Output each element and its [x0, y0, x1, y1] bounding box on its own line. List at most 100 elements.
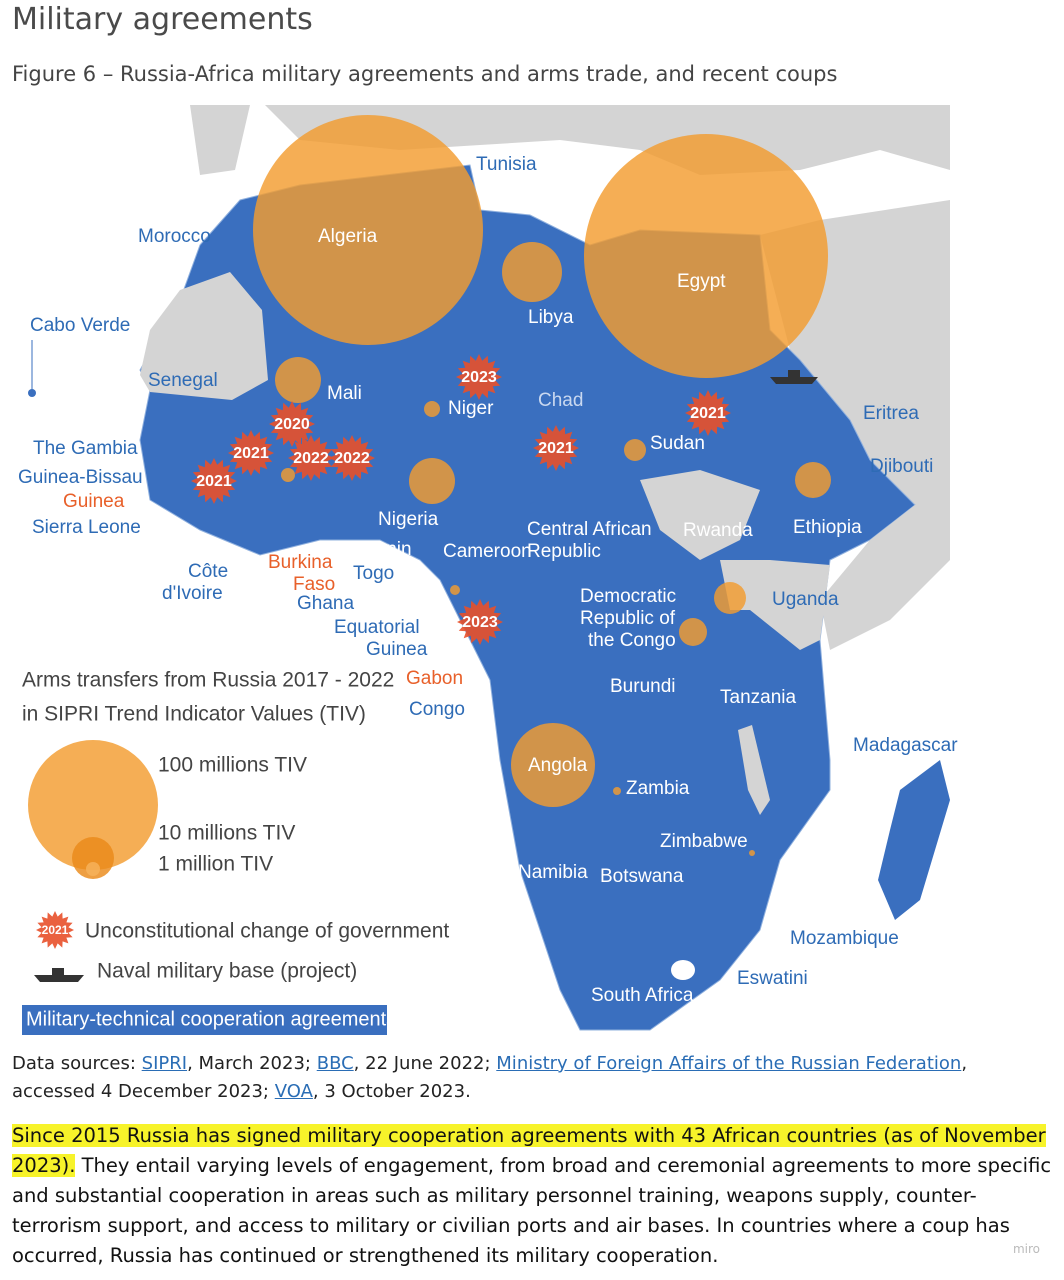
country-label: Cameroon — [443, 541, 532, 562]
country-label: Equatorial — [334, 617, 420, 638]
legend-circle — [28, 740, 158, 870]
country-label: Guinea — [63, 491, 125, 512]
paragraph-text: They entail varying levels of engagement… — [12, 1154, 1052, 1267]
arms-circle — [281, 468, 295, 482]
paragraph: Since 2015 Russia has signed military co… — [12, 1121, 1052, 1271]
figure-title: Figure 6 – Russia-Africa military agreem… — [12, 62, 838, 86]
map: Military-technical cooperation agreement… — [18, 105, 958, 1035]
sources-label: Data sources: — [12, 1053, 136, 1074]
country-label: the Congo — [588, 630, 676, 651]
cabo-verde — [28, 389, 36, 397]
country-label: Tunisia — [476, 154, 537, 175]
arms-circle — [749, 850, 755, 856]
country-label: Ethiopia — [793, 517, 862, 538]
coup-stamp — [533, 425, 579, 471]
source-link[interactable]: BBC — [316, 1053, 354, 1074]
country-label: Zambia — [626, 778, 690, 799]
madagascar — [878, 760, 950, 920]
arms-circle — [511, 723, 595, 807]
country-label: Gabon — [406, 668, 463, 689]
legend-size: 1 million TIV — [158, 853, 273, 876]
country-label: Burkina — [268, 552, 333, 573]
arms-circle — [624, 439, 646, 461]
coup-year: 2021 — [196, 473, 232, 490]
land-grey — [720, 560, 830, 650]
country-label: Namibia — [518, 862, 588, 883]
coup-year: 2023 — [462, 614, 498, 631]
country-label: Angola — [528, 755, 588, 776]
land-grey — [190, 105, 250, 175]
arms-circle — [714, 582, 746, 614]
country-label: Cabo Verde — [30, 315, 130, 336]
legend-title: in SIPRI Trend Indicator Values (TIV) — [22, 703, 366, 726]
country-label: Morocco — [138, 226, 211, 247]
legend-title: Arms transfers from Russia 2017 - 2022 — [22, 669, 394, 692]
arms-circle — [275, 357, 321, 403]
country-label: Mozambique — [790, 928, 899, 949]
country-label: Eswatini — [737, 968, 808, 989]
country-label: Democratic — [580, 586, 676, 607]
land-grey — [820, 500, 950, 650]
country-label: Senegal — [148, 370, 218, 391]
legend-size: 10 millions TIV — [158, 822, 295, 845]
country-label: Niger — [448, 398, 494, 419]
country-label: Guinea-Bissau — [18, 467, 143, 488]
coup-year: 2021 — [690, 405, 726, 422]
country-label: Rwanda — [683, 520, 753, 541]
country-label: Libya — [528, 307, 574, 328]
source-link[interactable]: Ministry of Foreign Affairs of the Russi… — [496, 1053, 962, 1074]
naval-base — [34, 370, 818, 982]
coup-stamp — [288, 435, 334, 481]
legend-size: 100 millions TIV — [158, 754, 307, 777]
country-label: Zimbabwe — [660, 831, 748, 852]
source-text: , 3 October 2023. — [312, 1081, 471, 1102]
land-grey — [265, 105, 950, 175]
country-label: Nigeria — [378, 509, 439, 530]
legend-circle — [72, 837, 114, 879]
coup-stamp — [228, 430, 274, 476]
lesotho — [671, 960, 695, 980]
country-label: Togo — [353, 563, 394, 584]
coup-stamp — [329, 435, 375, 481]
source-link[interactable]: SIPRI — [141, 1053, 188, 1074]
coup-stamp — [36, 911, 74, 949]
arms-circle — [409, 458, 455, 504]
ship-icon — [788, 370, 800, 377]
arms-circle — [450, 585, 460, 595]
coup-year: 2020 — [274, 416, 310, 433]
source-text: , accessed 4 December 2023; — [12, 1053, 968, 1102]
country-label: Sierra Leone — [32, 517, 141, 538]
country-label: Madagascar — [853, 735, 958, 756]
country-label: Benin — [363, 539, 412, 560]
ship-icon — [770, 377, 818, 384]
arms-circle — [795, 462, 831, 498]
ship-icon — [52, 968, 64, 975]
country-label: Central African — [527, 519, 652, 540]
arms-circles — [28, 115, 831, 879]
source-text: , 22 June 2022; — [353, 1053, 491, 1074]
country-label: Congo — [409, 699, 465, 720]
sources: Data sources: SIPRI, March 2023; BBC, 22… — [12, 1050, 1052, 1106]
country-label: d'Ivoire — [162, 583, 223, 604]
coup-stamp — [456, 354, 502, 400]
source-text: , March 2023; — [187, 1053, 311, 1074]
arms-circle — [424, 401, 440, 417]
country-label: Eritrea — [863, 403, 919, 424]
country-label: Algeria — [318, 226, 378, 247]
country-label: Guinea — [366, 639, 428, 660]
heading: Military agreements — [12, 2, 313, 37]
country-label: South Africa — [591, 985, 694, 1006]
arms-circle — [679, 618, 707, 646]
country-label: Chad — [538, 390, 583, 411]
arms-circle — [502, 242, 562, 302]
country-label: Egypt — [677, 271, 726, 292]
country-label: Republic of — [580, 608, 676, 629]
arms-circle — [253, 115, 483, 345]
country-label: The Gambia — [33, 438, 138, 459]
land-grey — [738, 725, 770, 815]
country-label: Ghana — [297, 593, 354, 614]
coup-year: 2021 — [538, 440, 574, 457]
coup-year: 2021 — [42, 923, 69, 937]
arms-circle — [613, 787, 621, 795]
source-link[interactable]: VOA — [274, 1081, 313, 1102]
